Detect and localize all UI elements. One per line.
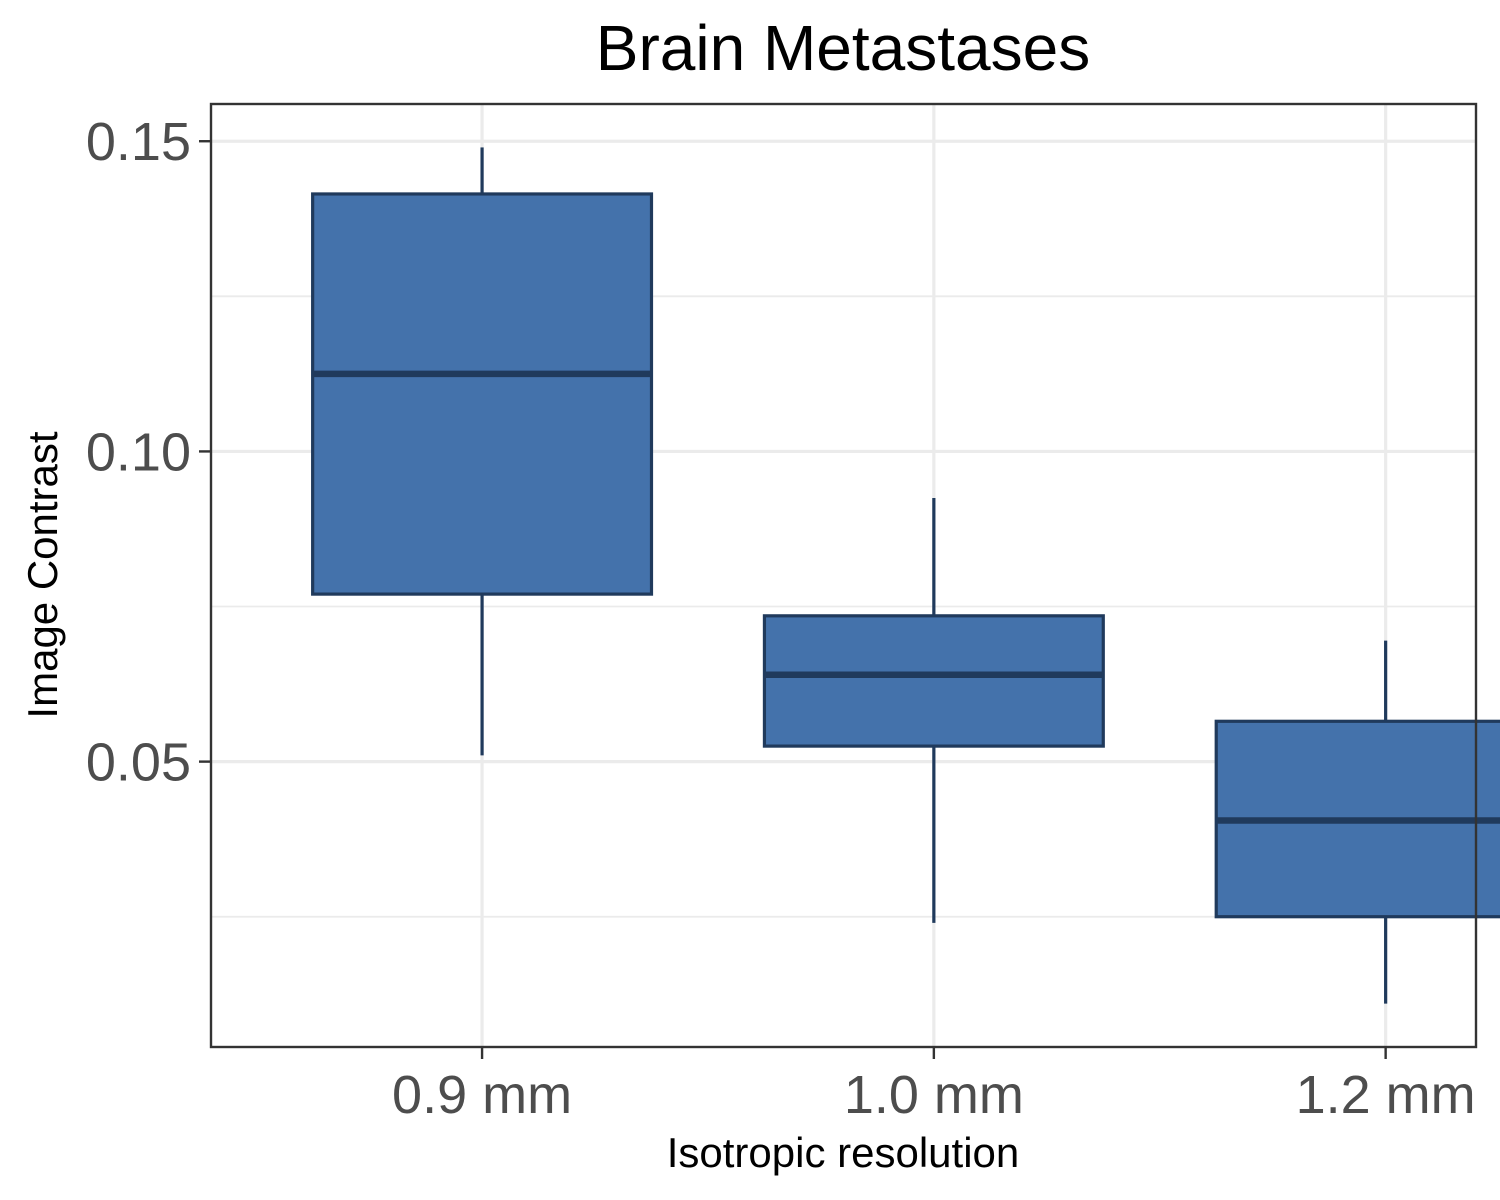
x-axis-title: Isotropic resolution	[667, 1129, 1020, 1176]
y-axis-title: Image Contrast	[19, 431, 66, 718]
x-tick-label: 1.2 mm	[1296, 1065, 1476, 1125]
panel-border	[209, 102, 1478, 1049]
boxplot-1-0-mm	[762, 497, 1105, 923]
x-tick-label: 0.9 mm	[392, 1065, 572, 1125]
boxplot-0-9-mm	[311, 147, 654, 756]
x-axis: 0.9 mm 1.0 mm 1.2 mm	[392, 1047, 1476, 1125]
y-tick-label: 0.05	[86, 733, 191, 793]
y-axis: 0.05 0.10 0.15	[86, 112, 211, 793]
box-iqr	[311, 192, 654, 596]
y-tick-label: 0.15	[86, 112, 191, 172]
x-tick-label: 1.0 mm	[844, 1065, 1024, 1125]
boxplot-1-2-mm	[1214, 640, 1500, 1004]
boxplots	[311, 147, 1500, 1004]
box-iqr	[762, 614, 1105, 748]
y-tick-label: 0.10	[86, 422, 191, 482]
chart-title: Brain Metastases	[596, 12, 1090, 84]
